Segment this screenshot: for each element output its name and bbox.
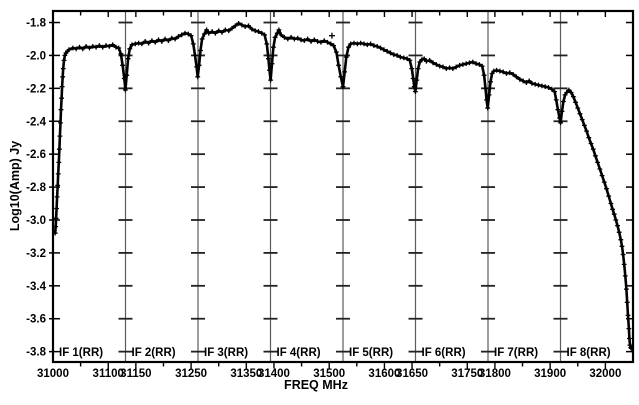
svg-text:IF 4(RR): IF 4(RR) [277,347,321,359]
svg-text:-3.8: -3.8 [26,347,46,359]
svg-text:IF 6(RR): IF 6(RR) [422,347,466,359]
bandpass-curve [52,20,634,351]
svg-text:32000: 32000 [589,368,621,380]
svg-text:31100: 31100 [93,368,124,380]
svg-text:IF 8(RR): IF 8(RR) [567,347,611,359]
svg-text:IF 5(RR): IF 5(RR) [349,347,393,359]
svg-text:IF 2(RR): IF 2(RR) [132,347,176,359]
svg-text:IF 1(RR): IF 1(RR) [59,347,103,359]
svg-text:31250: 31250 [175,368,207,380]
y-axis-title: Log10(Amp) Jy [8,140,22,232]
svg-text:31500: 31500 [313,368,345,380]
svg-text:-2.6: -2.6 [26,149,46,161]
plot-frame [51,9,635,364]
svg-text:-3.6: -3.6 [26,314,46,326]
y-tick-labels: -1.8 -2.0 -2.2 -2.4 -2.6 -2.8 -3.0 -3.2 -3.4 -3.6… [26,18,46,359]
svg-text:IF 7(RR): IF 7(RR) [494,347,538,359]
svg-text:-2.0: -2.0 [26,50,46,62]
svg-text:31000: 31000 [37,368,69,380]
svg-text:-1.8: -1.8 [26,18,46,30]
svg-text:31600: 31600 [368,368,400,380]
svg-text:31800: 31800 [479,368,511,380]
if-boundary-lines [118,11,568,362]
svg-text:31900: 31900 [534,368,566,380]
if-band-labels: IF 1(RR) IF 2(RR) IF 3(RR) IF 4(RR) IF 5(RR)… [59,347,611,359]
svg-text:-3.4: -3.4 [26,281,46,293]
svg-text:-2.8: -2.8 [26,182,46,194]
svg-text:31400: 31400 [258,368,290,380]
stray-point-markers [328,32,335,39]
svg-text:-2.4: -2.4 [26,116,46,128]
x-axis-title: FREQ MHz [284,378,348,392]
svg-text:31650: 31650 [396,368,428,380]
svg-text:-3.0: -3.0 [26,215,46,227]
svg-text:31750: 31750 [451,368,483,380]
svg-text:31150: 31150 [120,368,151,380]
svg-text:-2.2: -2.2 [26,83,46,95]
svg-text:31350: 31350 [230,368,262,380]
svg-text:-3.2: -3.2 [26,248,46,260]
svg-text:IF 3(RR): IF 3(RR) [204,347,248,359]
